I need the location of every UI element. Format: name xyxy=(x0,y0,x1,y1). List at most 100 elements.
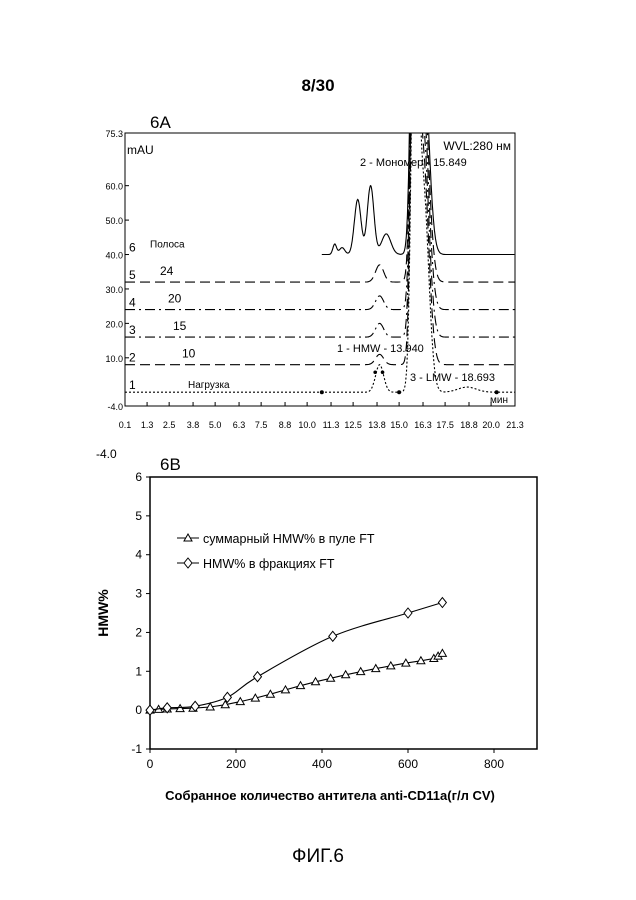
data-point xyxy=(416,655,426,665)
trace-name: Полоса xyxy=(150,240,185,251)
y-tick-label: 6 xyxy=(135,470,142,484)
data-point xyxy=(162,702,172,714)
y-tick-label: -1 xyxy=(131,742,142,756)
data-point xyxy=(190,700,200,713)
trace-line xyxy=(125,133,515,366)
page-number: 8/30 xyxy=(301,76,335,95)
hmw-y-axis-label: HMW% xyxy=(95,589,111,637)
integration-marker xyxy=(319,390,324,395)
data-point xyxy=(328,630,338,643)
x-tick-label: 800 xyxy=(484,757,504,771)
data-point xyxy=(325,673,336,682)
trace-line xyxy=(125,133,515,393)
y-tick-label: 30.0 xyxy=(105,285,123,295)
trace-name: 24 xyxy=(160,264,174,278)
data-point xyxy=(400,658,411,667)
trace-line xyxy=(125,133,515,338)
data-point xyxy=(437,648,448,657)
data-point xyxy=(403,607,413,619)
trace-number: 5 xyxy=(129,268,136,282)
x-tick-label: 13.8 xyxy=(368,420,386,430)
trace-line xyxy=(321,133,515,256)
x-tick-label: 6.3 xyxy=(233,420,246,430)
x-tick-label: 5.0 xyxy=(209,420,222,430)
peak-label-hmw: 1 - HMW - 13.940 xyxy=(337,343,424,355)
x-tick-label: 200 xyxy=(226,757,246,771)
data-point xyxy=(222,691,233,704)
y-axis-label: mAU xyxy=(127,143,154,157)
trace-line xyxy=(125,133,515,283)
data-point xyxy=(355,666,366,676)
x-tick-label: 17.5 xyxy=(436,420,454,430)
series-line xyxy=(150,601,443,711)
data-point xyxy=(340,669,351,679)
data-point xyxy=(250,693,261,702)
wavelength-label: WVL:280 нм xyxy=(443,139,511,153)
x-tick-label: 18.8 xyxy=(460,420,478,430)
x-tick-label: 15.0 xyxy=(390,420,408,430)
trace-name: Нагрузка xyxy=(188,380,230,391)
trace-name: 10 xyxy=(182,347,196,361)
y-tick-label: 50.0 xyxy=(105,216,123,226)
x-tick-label: 400 xyxy=(312,757,332,771)
data-point xyxy=(265,689,276,698)
y-tick-label: 4 xyxy=(135,548,142,562)
below-axis-label: -4.0 xyxy=(96,447,117,461)
plot-frame xyxy=(124,132,516,407)
y-tick-label: 75.3 xyxy=(105,129,123,139)
data-point xyxy=(235,696,246,706)
data-point xyxy=(205,702,216,711)
data-point xyxy=(252,670,263,683)
x-tick-label: 20.0 xyxy=(482,420,500,430)
x-tick-label: 21.3 xyxy=(506,420,524,430)
y-tick-label: 5 xyxy=(135,509,142,523)
y-tick-label: 2 xyxy=(135,625,142,639)
peak-label-lmw: 3 - LMW - 18.693 xyxy=(410,372,495,384)
trace-line xyxy=(125,133,515,311)
data-point xyxy=(385,660,396,670)
trace-number: 2 xyxy=(129,351,136,365)
data-point xyxy=(183,557,193,569)
data-point xyxy=(183,532,193,542)
x-tick-label: 16.3 xyxy=(414,420,432,430)
y-tick-label: -4.0 xyxy=(107,402,123,412)
y-tick-label: 3 xyxy=(135,587,142,601)
series-line xyxy=(150,652,443,711)
integration-marker xyxy=(494,390,499,395)
data-point xyxy=(295,680,306,690)
trace-name: 15 xyxy=(173,319,187,333)
x-tick-label: 12.5 xyxy=(344,420,362,430)
x-tick-label: 11.3 xyxy=(323,420,340,430)
hmw-x-axis-label: Собранное количество антитела anti-CD11a… xyxy=(165,788,495,803)
trace-number: 1 xyxy=(129,378,136,392)
x-axis-unit-label: мин xyxy=(490,395,508,406)
x-tick-label: 1.3 xyxy=(141,420,154,430)
panel-label-6a: 6A xyxy=(150,113,171,132)
x-tick-label: 3.8 xyxy=(187,420,200,430)
panel-label-6b: 6B xyxy=(160,455,181,474)
data-point xyxy=(437,596,448,609)
trace-name: 20 xyxy=(168,292,182,306)
y-tick-label: 0 xyxy=(135,703,142,717)
trace-number: 4 xyxy=(129,296,136,310)
data-point xyxy=(310,676,321,686)
data-point xyxy=(145,704,155,716)
plot-frame xyxy=(149,476,538,750)
peak-label-monomer: 2 - Мономер - 15.849 xyxy=(360,157,467,169)
data-point xyxy=(175,703,185,713)
x-tick-label: 2.5 xyxy=(163,420,176,430)
trace-number: 6 xyxy=(129,241,136,255)
integration-marker xyxy=(397,390,402,395)
x-tick-label: 10.0 xyxy=(298,420,316,430)
y-tick-label: 40.0 xyxy=(105,251,123,261)
x-tick-label: 0 xyxy=(147,757,154,771)
integration-marker xyxy=(380,370,385,375)
legend-label: суммарный HMW% в пуле FT xyxy=(203,532,375,546)
data-point xyxy=(370,663,381,673)
x-tick-label: 7.5 xyxy=(255,420,268,430)
figure-caption: ФИГ.6 xyxy=(292,846,344,867)
x-tick-label: 0.1 xyxy=(119,420,132,430)
x-tick-label: 8.8 xyxy=(279,420,292,430)
y-tick-label: 10.0 xyxy=(105,354,123,364)
